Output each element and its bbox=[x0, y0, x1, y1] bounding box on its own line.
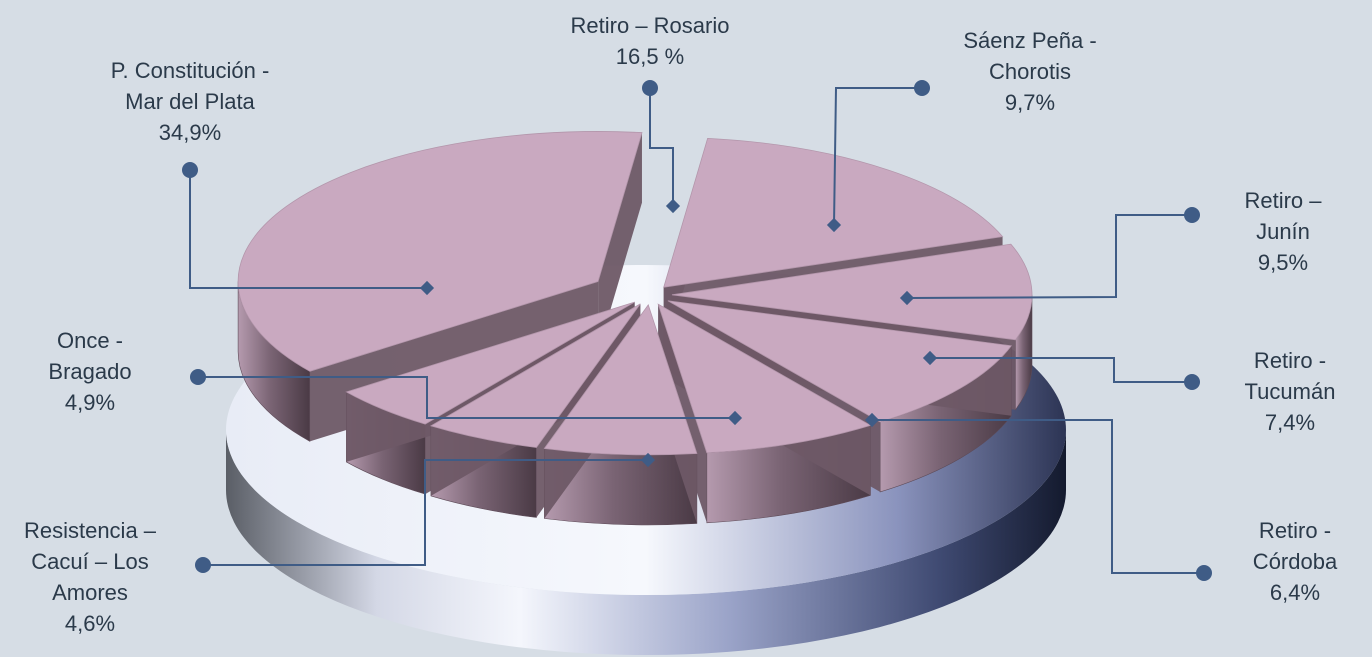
leader-line-retiro-cordoba bbox=[872, 419, 1204, 574]
data-label-text: Amores bbox=[52, 580, 128, 605]
data-label-text: Retiro - bbox=[1258, 518, 1332, 543]
leader-line-saenz-pena-chorotis bbox=[833, 87, 922, 226]
leader-dot-retiro-tucuman bbox=[1184, 374, 1200, 390]
leader-line-once-bragado bbox=[198, 376, 735, 419]
plate-rim bbox=[226, 430, 1066, 655]
leader-lines bbox=[182, 80, 1212, 581]
data-label-text: Tucumán bbox=[1244, 379, 1336, 404]
data-label-text: Resistencia – bbox=[23, 518, 157, 543]
leader-anchor-retiro-rosario bbox=[665, 198, 681, 214]
leader-anchor-once-bragado bbox=[727, 410, 743, 426]
leader-line-resistencia-cacui-los-amores bbox=[203, 459, 648, 566]
leader-dot-retiro-rosario bbox=[642, 80, 658, 96]
data-label-text: Córdoba bbox=[1252, 549, 1338, 574]
data-label-text: Once - bbox=[56, 328, 124, 353]
leader-anchor-saenz-pena-chorotis bbox=[826, 217, 842, 233]
slice-p-constitucion-mar-del-plata bbox=[237, 131, 643, 372]
slice-once-bragado bbox=[429, 303, 641, 448]
leader-dot-retiro-junin bbox=[1184, 207, 1200, 223]
leader-dot-p-constitucion-mar-del-plata bbox=[182, 162, 198, 178]
data-label-resistencia-cacui-los-amores: Resistencia – Cacuí – Los Amores 4,6% bbox=[24, 515, 156, 639]
data-label-retiro-tucuman: Retiro - Tucumán 7,4% bbox=[1245, 345, 1336, 438]
data-label-text: P. Constitución - bbox=[110, 58, 270, 83]
pie-slice-tops bbox=[237, 131, 1033, 456]
leader-dot-once-bragado bbox=[190, 369, 206, 385]
data-label-p-constitucion-mar-del-plata: P. Constitución - Mar del Plata 34,9% bbox=[111, 55, 270, 148]
data-label-text: Mar del Plata bbox=[125, 89, 255, 114]
slice-retiro-rosario bbox=[663, 137, 1004, 288]
leader-anchor-retiro-junin bbox=[899, 290, 915, 306]
data-label-text: Cacuí – Los bbox=[31, 549, 149, 574]
slice-resistencia-cacui-los-amores bbox=[345, 301, 635, 425]
data-label-retiro-junin: Retiro – Junín 9,5% bbox=[1244, 185, 1321, 278]
data-label-text: Chorotis bbox=[989, 59, 1071, 84]
leader-line-retiro-junin bbox=[906, 214, 1192, 299]
data-label-saenz-pena-chorotis: Sáenz Peña - Chorotis 9,7% bbox=[963, 25, 1096, 118]
slice-retiro-junin bbox=[667, 300, 1013, 423]
data-label-text: Bragado bbox=[48, 359, 132, 384]
data-label-text: Sáenz Peña - bbox=[963, 28, 1097, 53]
leader-line-retiro-tucuman bbox=[930, 357, 1192, 383]
leader-dot-resistencia-cacui-los-amores bbox=[195, 557, 211, 573]
leader-anchor-resistencia-cacui-los-amores bbox=[640, 452, 656, 468]
data-label-text: Retiro – Rosario bbox=[570, 13, 730, 38]
leader-line-p-constitucion-mar-del-plata bbox=[189, 170, 427, 289]
data-label-value: 4,9% bbox=[64, 390, 116, 415]
slice-saenz-pena-chorotis bbox=[671, 243, 1033, 341]
data-label-value: 4,6% bbox=[64, 611, 116, 636]
leader-dot-retiro-cordoba bbox=[1196, 565, 1212, 581]
data-label-once-bragado: Once - Bragado 4,9% bbox=[48, 325, 131, 418]
slice-wall-p-constitucion-mar-del-plata-end bbox=[598, 132, 642, 352]
data-label-value: 16,5 % bbox=[615, 44, 685, 69]
data-label-text: Retiro – bbox=[1244, 188, 1322, 213]
leader-anchor-retiro-cordoba bbox=[864, 412, 880, 428]
slice-retiro-tucuman bbox=[657, 303, 872, 454]
leader-line-retiro-rosario bbox=[649, 88, 674, 206]
leader-anchor-p-constitucion-mar-del-plata bbox=[419, 280, 435, 296]
data-label-value: 6,4% bbox=[1269, 580, 1321, 605]
data-label-retiro-cordoba: Retiro - Córdoba 6,4% bbox=[1253, 515, 1337, 608]
leader-dot-saenz-pena-chorotis bbox=[914, 80, 930, 96]
data-label-retiro-rosario: Retiro – Rosario 16,5 % bbox=[571, 10, 730, 72]
data-label-value: 7,4% bbox=[1264, 410, 1316, 435]
leader-anchor-retiro-tucuman bbox=[922, 350, 938, 366]
data-label-value: 9,5% bbox=[1257, 250, 1309, 275]
data-label-value: 9,7% bbox=[1004, 90, 1056, 115]
data-label-text: Retiro - bbox=[1253, 348, 1327, 373]
data-label-text: Junín bbox=[1256, 219, 1310, 244]
data-label-value: 34,9% bbox=[158, 120, 222, 145]
